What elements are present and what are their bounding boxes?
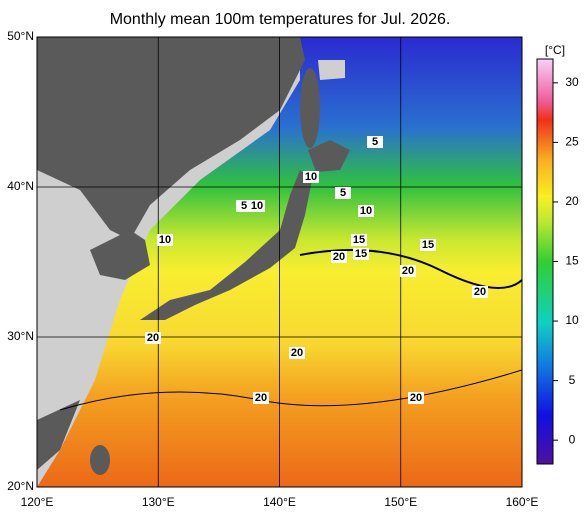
contour-label-box <box>367 136 383 148</box>
contour-label: 15 <box>355 248 367 260</box>
contour-label: 15 <box>422 239 434 251</box>
lon-tick-label: 160°E <box>506 495 539 509</box>
lat-tick-label: 20°N <box>7 479 34 493</box>
contour-label: 20 <box>255 392 267 404</box>
contour-label: 5 <box>241 200 247 212</box>
contour-label-box <box>335 187 351 199</box>
colorbar-tick-label: 20 <box>565 194 579 208</box>
lat-tick-label: 30°N <box>7 329 34 343</box>
contour-label-box <box>249 200 265 212</box>
contour-label: 5 <box>372 136 378 148</box>
contour-label-box <box>253 392 269 404</box>
colorbar-tick-label: 10 <box>565 313 579 327</box>
contour-label: 20 <box>402 265 414 277</box>
contour-label-box <box>408 392 424 404</box>
colorbar-tick-label: 5 <box>569 373 576 387</box>
contour-label: 15 <box>353 234 365 246</box>
contour-label-box <box>400 265 416 277</box>
contour-label-box <box>472 286 488 298</box>
contour-label: 10 <box>360 205 372 217</box>
lon-tick-label: 150°E <box>384 495 417 509</box>
contour-label-box <box>420 239 436 251</box>
colorbar-tick-label: 15 <box>565 254 579 268</box>
contour-label-box <box>303 171 319 183</box>
colorbar-unit: [°C] <box>545 43 565 57</box>
colorbar <box>536 58 554 465</box>
lat-tick-label: 40°N <box>7 179 34 193</box>
contour-label: 10 <box>305 171 317 183</box>
contour-label: 10 <box>251 200 263 212</box>
contour-label-box <box>145 332 161 344</box>
contour-label-box <box>289 347 305 359</box>
contour-label-box <box>353 248 369 260</box>
contour-label: 5 <box>340 187 346 199</box>
lon-tick-label: 130°E <box>142 495 175 509</box>
contour-label: 20 <box>333 251 345 263</box>
colorbar-tick-label: 0 <box>569 432 576 446</box>
lon-tick-label: 140°E <box>263 495 296 509</box>
contour-label-box <box>157 234 173 246</box>
contour-label-box <box>236 200 252 212</box>
lon-tick-label: 120°E <box>21 495 54 509</box>
contour-label-box <box>358 205 374 217</box>
contour-label-box <box>351 234 367 246</box>
contour-label: 20 <box>474 286 486 298</box>
contour-label: 20 <box>291 347 303 359</box>
colorbar-tick-label: 30 <box>565 75 579 89</box>
contour-label: 20 <box>410 392 422 404</box>
contour-label: 20 <box>147 332 159 344</box>
map-title: Monthly mean 100m temperatures for Jul. … <box>110 11 451 28</box>
lat-tick-label: 50°N <box>7 29 34 43</box>
contour-label: 10 <box>159 234 171 246</box>
colorbar-tick-label: 25 <box>565 135 579 149</box>
contour-label-box <box>331 251 347 263</box>
